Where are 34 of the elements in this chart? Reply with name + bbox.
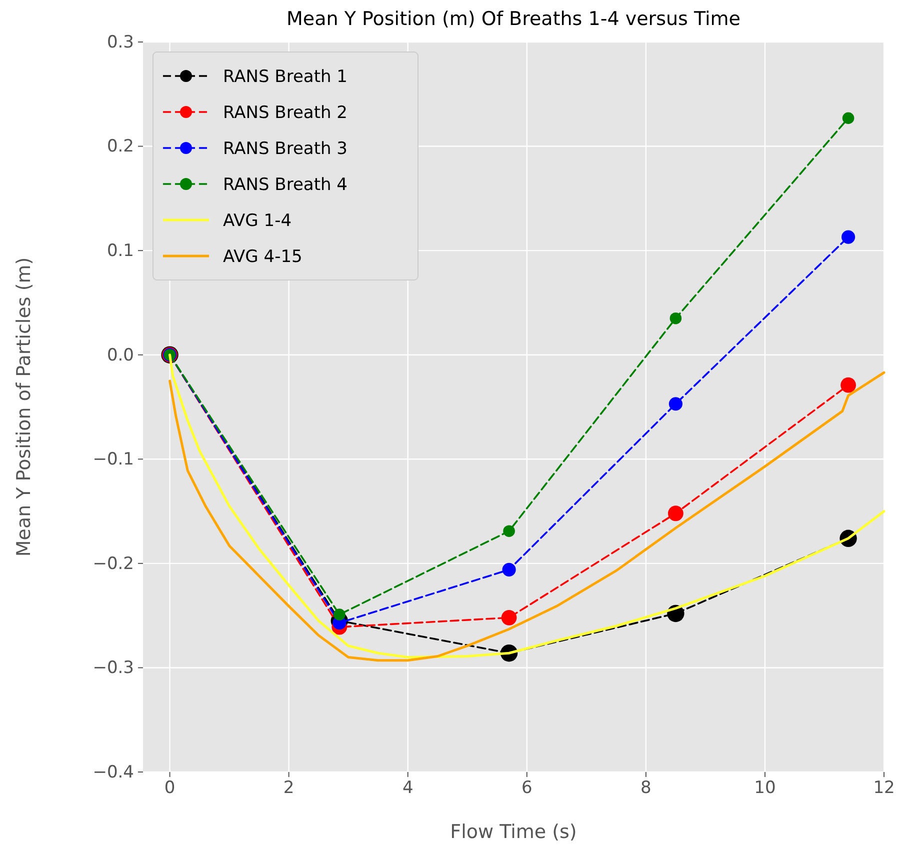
point <box>334 608 346 620</box>
x-tick-label: 4 <box>402 778 414 798</box>
point <box>668 397 682 411</box>
x-tick-label: 0 <box>164 778 176 798</box>
y-tick-label: 0.0 <box>106 345 134 366</box>
legend-label: AVG 4-15 <box>223 247 302 267</box>
legend-label: AVG 1-4 <box>223 211 292 231</box>
chart-title: Mean Y Position (m) Of Breaths 1-4 versus Time <box>286 8 740 30</box>
legend-label: RANS Breath 2 <box>223 103 348 123</box>
y-tick-label: 0.1 <box>106 241 134 262</box>
x-axis-title: Flow Time (s) <box>450 821 577 843</box>
y-tick-label: −0.4 <box>92 762 134 782</box>
point <box>503 525 515 537</box>
x-tick-label: 6 <box>521 778 532 798</box>
y-tick-label: 0.3 <box>106 32 134 52</box>
y-tick-label: −0.1 <box>92 450 134 470</box>
point <box>668 506 684 522</box>
legend-label: RANS Breath 3 <box>223 139 348 159</box>
x-tick-label: 2 <box>283 778 294 798</box>
x-tick-label: 8 <box>640 778 652 798</box>
x-tick-label: 12 <box>873 778 895 798</box>
y-tick-label: 0.2 <box>106 136 134 157</box>
point <box>842 112 854 124</box>
y-tick-label: −0.2 <box>92 554 134 574</box>
y-axis-title: Mean Y Position of Particles (m) <box>13 257 35 557</box>
point <box>841 230 856 244</box>
legend-label: RANS Breath 4 <box>223 175 348 195</box>
y-tick-label: −0.3 <box>92 658 134 678</box>
point <box>670 312 682 324</box>
point <box>502 562 516 576</box>
point <box>840 377 856 393</box>
legend-label: RANS Breath 1 <box>223 67 348 87</box>
point <box>501 610 517 626</box>
x-tick-label: 10 <box>754 778 776 798</box>
